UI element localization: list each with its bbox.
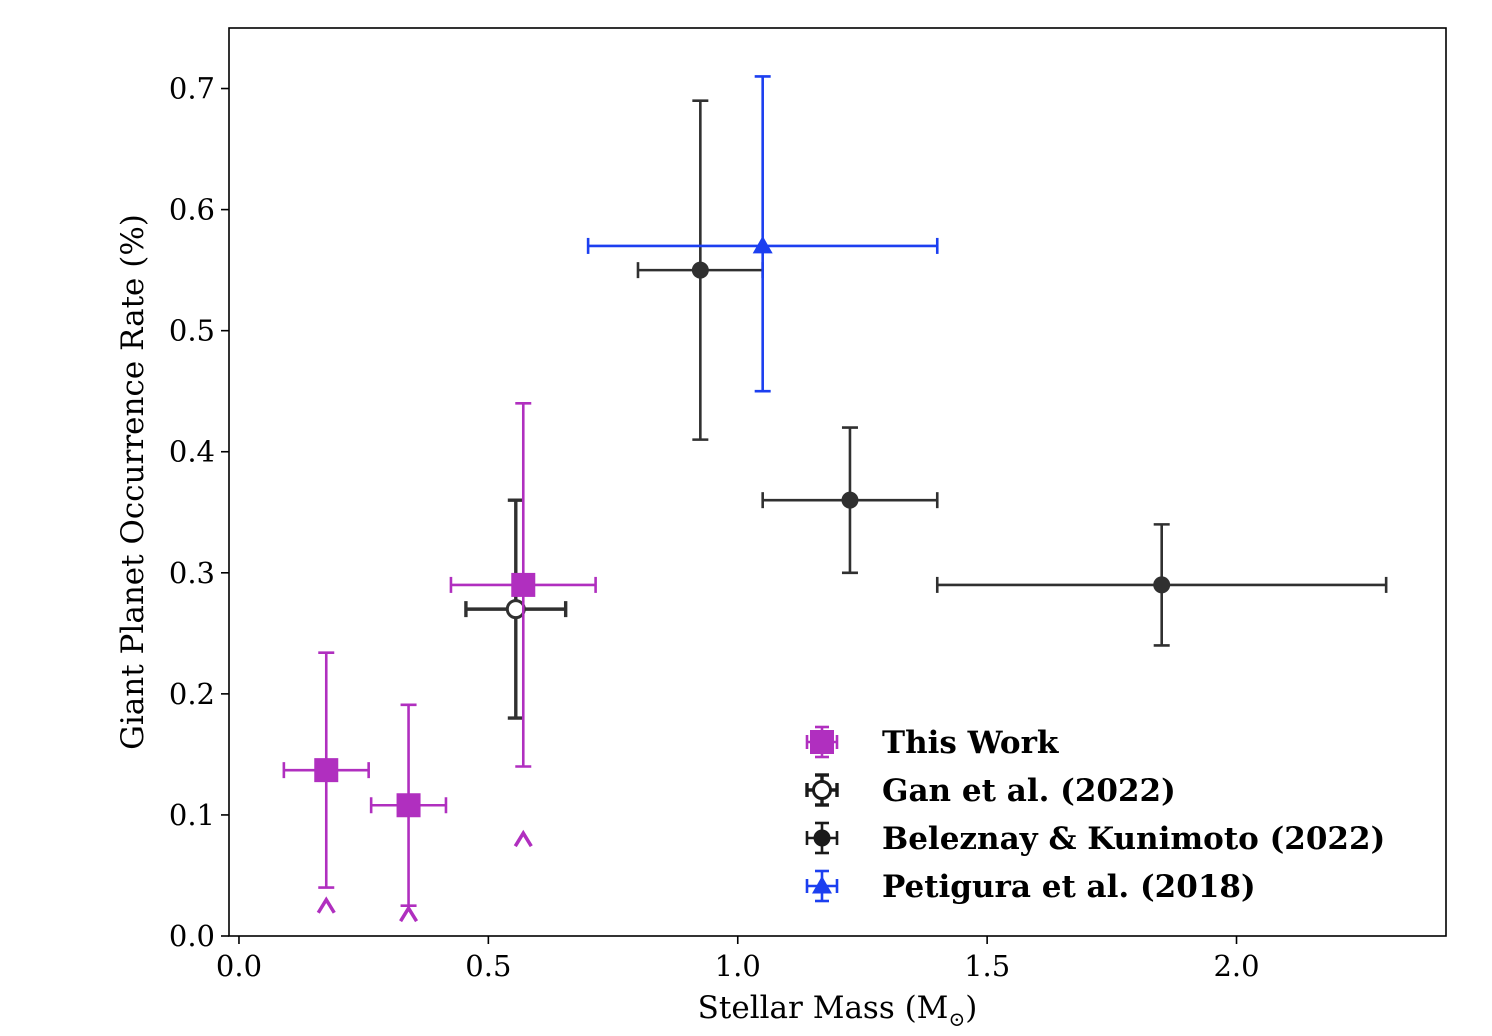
lower-limit-marker — [399, 904, 419, 923]
legend-marker — [812, 876, 832, 894]
y-tick-label: 0.6 — [169, 193, 215, 227]
legend-entry: Petigura et al. (2018) — [805, 869, 1256, 905]
point-marker — [1153, 576, 1171, 594]
point-marker — [314, 758, 339, 783]
x-tick-label: 1.0 — [715, 949, 761, 983]
x-tick-label: 0.5 — [465, 949, 511, 983]
y-tick-label: 0.7 — [169, 72, 215, 106]
legend-entry: Gan et al. (2022) — [805, 773, 1176, 809]
axes-frame — [228, 27, 1447, 937]
legend-entry: Beleznay & Kunimoto (2022) — [805, 821, 1385, 857]
data-point — [449, 402, 597, 768]
series-petigura-et-al-2018 — [586, 75, 939, 393]
data-point — [935, 523, 1388, 647]
series-gan-et-al-2022 — [464, 498, 568, 720]
legend: This Work Gan et al. (2022) Beleznay & Kun… — [805, 725, 1385, 905]
legend-entry: This Work — [805, 725, 1060, 761]
data-point — [761, 426, 939, 575]
x-axis-label: Stellar Mass (M⊙) — [698, 990, 978, 1031]
plot-area — [282, 75, 1388, 923]
point-marker — [752, 235, 773, 254]
data-point — [586, 75, 939, 393]
series-this-work — [282, 402, 597, 923]
legend-marker — [813, 829, 831, 847]
y-tick-label: 0.5 — [169, 314, 215, 348]
point-marker — [841, 491, 859, 509]
point-marker — [511, 572, 536, 597]
y-tick-label: 0.4 — [169, 435, 215, 469]
x-axis-label-subscript: ⊙ — [948, 1007, 965, 1031]
x-axis-ticks: 0.0 0.5 1.0 1.5 2.0 — [216, 936, 1260, 983]
legend-label: Beleznay & Kunimoto (2022) — [882, 821, 1385, 857]
data-point — [369, 703, 448, 908]
y-tick-label: 0.3 — [169, 556, 215, 590]
data-point — [282, 651, 370, 889]
axes-border — [228, 27, 1447, 937]
x-tick-label: 0.0 — [216, 949, 262, 983]
y-tick-label: 0.0 — [169, 919, 215, 953]
y-axis-ticks: 0.0 0.1 0.2 0.3 0.4 0.5 0.6 0.7 — [169, 72, 229, 953]
lower-limit-marker — [513, 829, 533, 848]
point-marker — [396, 793, 421, 818]
series-beleznay-kunimoto-2022 — [636, 99, 1388, 647]
lower-limit-marker — [316, 896, 336, 914]
point-marker — [691, 261, 709, 279]
y-tick-label: 0.1 — [169, 798, 215, 832]
data-point — [636, 99, 764, 441]
y-axis-label: Giant Planet Occurrence Rate (%) — [115, 214, 151, 750]
legend-label: Gan et al. (2022) — [882, 773, 1176, 809]
x-axis-label-main: Stellar Mass (M — [698, 990, 949, 1026]
legend-label: Petigura et al. (2018) — [882, 869, 1256, 905]
y-tick-label: 0.2 — [169, 677, 215, 711]
point-marker — [505, 599, 526, 620]
x-tick-label: 1.5 — [964, 949, 1010, 983]
x-tick-label: 2.0 — [1213, 949, 1259, 983]
legend-marker — [812, 780, 832, 800]
data-point — [464, 498, 568, 720]
x-axis-label-close: ) — [965, 990, 977, 1026]
legend-label: This Work — [882, 725, 1060, 761]
legend-marker — [810, 730, 834, 754]
